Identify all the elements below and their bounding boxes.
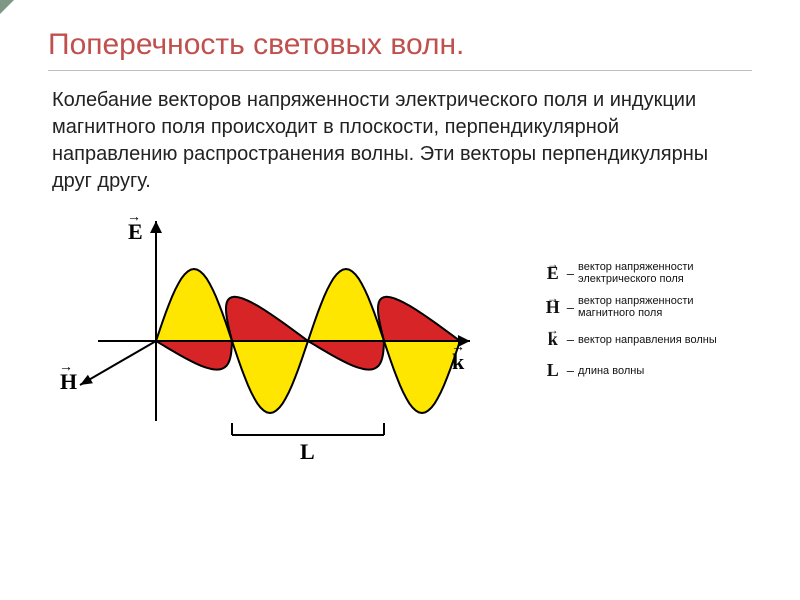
legend-row: L – длина волны [543,360,748,381]
legend-dash: – [563,300,578,315]
legend-desc: вектор напряженности магнитного поля [578,295,748,319]
wave-svg: E→H→k→L [60,211,490,471]
legend-row: →k – вектор направления волны [543,329,748,350]
legend-symbol: L [543,360,563,381]
legend-row: →H – вектор напряженности магнитного пол… [543,295,748,319]
arrow-icon: → [543,323,563,338]
legend-dash: – [563,266,578,281]
svg-text:→: → [60,360,73,375]
wave-diagram: E→H→k→L →E – вектор напряженности электр… [48,211,752,491]
slide-body-text: Колебание векторов напряженности электри… [48,87,752,195]
legend: →E – вектор напряженности электрического… [543,261,748,391]
arrow-icon: → [543,257,563,272]
legend-row: →E – вектор напряженности электрического… [543,261,748,285]
slide: Поперечность световых волн. Колебание ве… [0,0,800,600]
arrow-icon: → [543,291,563,306]
slide-title: Поперечность световых волн. [48,28,752,71]
legend-desc: вектор направления волны [578,334,717,346]
svg-text:→: → [127,211,141,225]
legend-symbol: →k [543,329,563,350]
legend-sym-text: L [547,360,559,380]
legend-desc: вектор напряженности электрического поля [578,261,748,285]
svg-text:L: L [300,439,315,464]
legend-desc: длина волны [578,365,644,377]
legend-dash: – [563,332,578,347]
corner-accent [0,0,14,14]
legend-dash: – [563,363,578,378]
legend-symbol: →E [543,263,563,284]
svg-text:→: → [451,340,465,355]
legend-symbol: →H [543,297,563,318]
